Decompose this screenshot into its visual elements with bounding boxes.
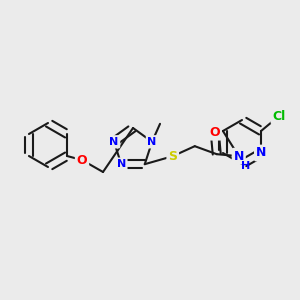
Text: O: O [77, 154, 87, 166]
Text: S: S [168, 150, 177, 163]
Text: Cl: Cl [272, 110, 286, 122]
Text: N: N [256, 146, 266, 160]
Text: N: N [147, 137, 157, 147]
Text: N: N [234, 150, 244, 163]
Text: H: H [241, 161, 250, 171]
Text: N: N [117, 159, 126, 169]
Text: N: N [110, 137, 118, 147]
Text: O: O [209, 126, 220, 139]
